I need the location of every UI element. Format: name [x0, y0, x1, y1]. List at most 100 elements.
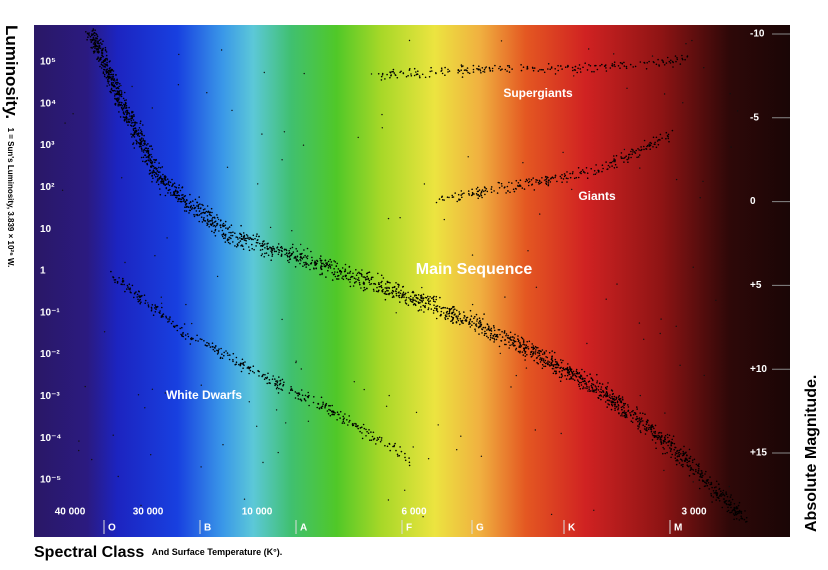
star-dot: [652, 136, 655, 139]
star-dot: [246, 235, 249, 237]
star-dot: [488, 329, 491, 332]
star-dot: [541, 177, 543, 179]
star-dot: [591, 70, 593, 73]
star-dot: [575, 370, 578, 373]
star-dot: [527, 250, 529, 252]
star-dot: [557, 364, 560, 367]
star-dot: [523, 188, 526, 190]
star-dot: [420, 306, 422, 308]
star-dot: [649, 426, 652, 428]
star-dot: [167, 318, 169, 320]
star-dot: [517, 350, 520, 353]
star-dot: [304, 254, 306, 257]
star-dot: [657, 58, 659, 61]
star-dot: [568, 373, 570, 375]
star-dot: [130, 291, 132, 294]
star-dot: [417, 70, 419, 72]
star-dot: [472, 192, 474, 195]
star-dot: [545, 180, 548, 183]
star-dot: [377, 290, 379, 293]
star-dot: [463, 69, 466, 71]
star-dot: [645, 423, 648, 426]
star-dot: [344, 413, 346, 415]
star-dot: [644, 413, 646, 416]
star-dot: [419, 299, 421, 301]
star-dot: [660, 432, 663, 434]
star-dot: [666, 56, 669, 59]
star-dot: [211, 211, 213, 214]
star-dot: [504, 339, 506, 341]
star-dot: [681, 54, 683, 57]
star-dot: [96, 58, 99, 60]
star-dot: [639, 394, 641, 397]
star-dot: [149, 169, 151, 172]
star-dot: [381, 72, 384, 75]
star-dot: [350, 275, 353, 278]
star-dot: [654, 424, 657, 427]
star-dot: [181, 335, 184, 338]
star-dot: [384, 298, 387, 301]
star-dot: [387, 281, 390, 284]
star-dot: [382, 288, 384, 291]
star-dot: [301, 394, 304, 397]
star-dot: [150, 145, 153, 147]
star-dot: [437, 424, 439, 426]
star-dot: [417, 297, 419, 300]
star-dot: [447, 68, 449, 71]
star-dot: [151, 148, 154, 150]
star-dot: [458, 70, 461, 72]
star-dot: [206, 215, 209, 217]
star-dot: [212, 348, 215, 351]
star-dot: [299, 262, 301, 265]
star-dot: [486, 190, 489, 193]
star-dot: [572, 171, 574, 173]
star-dot: [370, 439, 373, 442]
star-dot: [544, 362, 547, 365]
star-dot: [631, 153, 633, 155]
star-dot: [300, 253, 302, 255]
star-dot: [299, 398, 302, 401]
star-dot: [441, 195, 444, 198]
star-dot: [239, 237, 241, 239]
star-dot: [574, 65, 577, 68]
star-dot: [441, 199, 444, 201]
star-dot: [505, 333, 508, 335]
star-dot: [299, 256, 302, 259]
star-dot: [178, 184, 180, 186]
star-dot: [355, 274, 358, 277]
star-dot: [279, 379, 282, 382]
star-dot: [113, 95, 116, 97]
class-label: O: [108, 523, 116, 534]
star-dot: [620, 156, 622, 158]
star-dot: [121, 109, 124, 111]
star-dot: [605, 394, 607, 397]
star-dot: [528, 180, 531, 183]
star-dot: [586, 387, 588, 390]
star-dot: [551, 355, 553, 358]
star-dot: [602, 167, 604, 170]
star-dot: [562, 367, 565, 369]
star-dot: [371, 435, 374, 438]
star-dot: [616, 401, 619, 404]
star-dot: [101, 43, 103, 45]
star-dot: [685, 43, 687, 45]
star-dot: [229, 354, 231, 356]
star-dot: [306, 257, 309, 260]
star-dot: [452, 318, 454, 321]
star-dot: [202, 218, 205, 221]
star-dot: [733, 518, 735, 521]
star-dot: [560, 361, 563, 364]
star-dot: [322, 401, 324, 404]
star-dot: [477, 197, 480, 200]
star-dot: [558, 376, 561, 379]
star-dot: [421, 286, 423, 289]
star-dot: [111, 83, 113, 86]
star-dot: [143, 148, 146, 151]
star-dot: [276, 381, 279, 384]
star-dot: [389, 292, 391, 295]
star-dot: [128, 121, 131, 123]
star-dot: [412, 446, 414, 448]
star-dot: [613, 61, 616, 63]
star-dot: [436, 305, 439, 307]
star-dot: [591, 386, 593, 389]
